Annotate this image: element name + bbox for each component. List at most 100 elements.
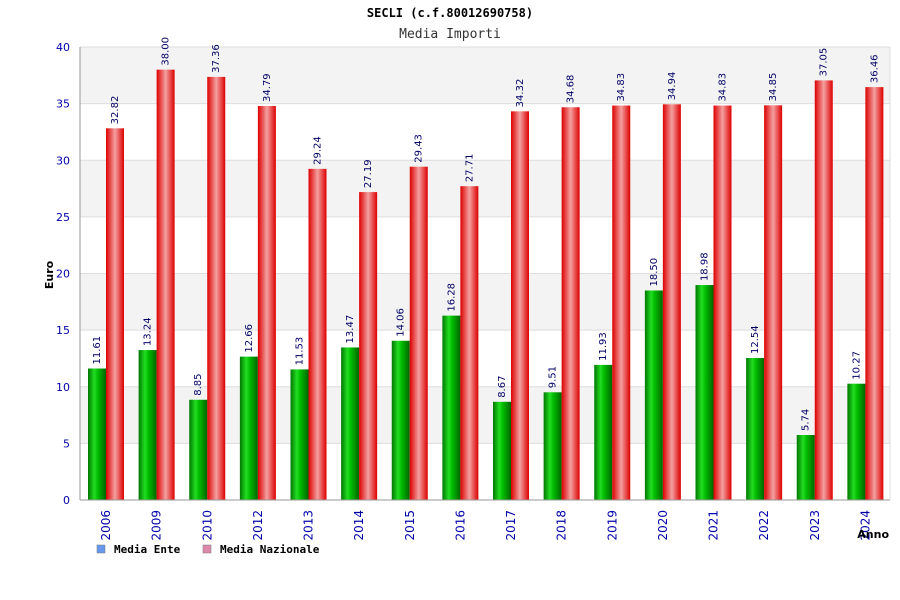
y-tick-label: 15 [56, 324, 70, 337]
bar-media-ente-2022 [746, 357, 765, 500]
x-tick-label: 2017 [504, 510, 518, 541]
y-tick-labels: 0 5 10 15 20 25 30 35 40 [56, 41, 70, 507]
bar-media-nazionale-2009 [156, 69, 175, 501]
value-label: 29.24 [313, 136, 324, 165]
bar-media-nazionale-2023 [814, 80, 833, 500]
x-tick-label: 2013 [302, 510, 316, 541]
value-label: 27.19 [363, 159, 374, 188]
value-label: 18.50 [649, 258, 660, 287]
legend-label: Media Ente [114, 543, 181, 556]
bar-media-ente-2017 [493, 401, 511, 500]
bar-media-nazionale-2006 [106, 128, 124, 500]
x-tick-label: 2024 [858, 510, 872, 541]
legend: Media Ente Media Nazionale [96, 543, 320, 556]
bar-media-ente-2021 [695, 285, 714, 500]
x-tick-label: 2010 [200, 510, 214, 541]
x-tick-label: 2021 [707, 510, 721, 541]
bar-media-ente-2020 [644, 290, 663, 500]
value-label: 11.93 [598, 332, 609, 361]
value-label: 18.98 [700, 252, 711, 281]
x-axis-label: Anno [857, 528, 889, 541]
x-tick-label: 2009 [150, 510, 164, 541]
chart-title: SECLI (c.f.80012690758) [367, 6, 533, 20]
value-label: 12.54 [750, 325, 761, 354]
y-tick-label: 35 [56, 98, 70, 111]
bar-media-nazionale-2019 [612, 105, 631, 501]
value-label: 14.06 [396, 308, 407, 337]
value-label: 34.83 [718, 73, 729, 102]
value-label: 16.28 [446, 283, 457, 312]
bar-media-ente-2016 [442, 315, 461, 500]
value-label: 36.46 [869, 54, 880, 83]
bar-media-ente-2014 [341, 347, 360, 500]
x-tick-label: 2023 [808, 510, 822, 541]
bar-media-nazionale-2012 [257, 106, 276, 501]
value-label: 38.00 [161, 37, 172, 66]
y-tick-label: 0 [63, 494, 70, 507]
y-tick-label: 30 [56, 154, 70, 167]
bar-media-nazionale-2014 [359, 192, 378, 501]
y-tick-label: 20 [56, 268, 70, 281]
value-label: 32.82 [110, 96, 121, 125]
bar-media-nazionale-2015 [409, 166, 428, 500]
chart-subtitle: Media Importi [399, 27, 501, 42]
value-label: 11.53 [295, 337, 306, 366]
legend-label: Media Nazionale [220, 543, 320, 556]
y-tick-label: 5 [63, 437, 70, 450]
x-tick-label: 2014 [352, 510, 366, 541]
x-tick-label: 2020 [656, 510, 670, 541]
value-label: 8.67 [497, 376, 508, 398]
bar-media-ente-2012 [239, 356, 258, 500]
value-label: 10.27 [851, 351, 862, 380]
value-label: 27.71 [464, 154, 475, 183]
bar-media-nazionale-2018 [561, 107, 580, 501]
value-label: 34.85 [768, 73, 779, 102]
bar-media-ente-2023 [796, 434, 815, 500]
value-label: 34.94 [667, 72, 678, 101]
bar-media-ente-2009 [138, 350, 157, 500]
bar-media-ente-2013 [290, 369, 309, 500]
y-tick-label: 10 [56, 381, 70, 394]
bar-media-ente-2018 [543, 392, 562, 500]
bar-media-nazionale-2021 [713, 105, 732, 501]
value-label: 34.79 [262, 73, 273, 102]
bar-media-ente-2006 [88, 368, 106, 500]
y-axis-label: Euro [43, 260, 56, 289]
value-label: 34.83 [616, 73, 627, 102]
legend-swatch [202, 544, 212, 554]
bars [88, 69, 884, 501]
bar-media-nazionale-2024 [865, 87, 884, 500]
x-tick-label: 2019 [605, 510, 619, 541]
value-label: 13.24 [143, 317, 154, 346]
value-label: 8.85 [193, 374, 204, 396]
x-tick-label: 2012 [251, 510, 265, 541]
x-tick-label: 2015 [403, 510, 417, 541]
value-label: 37.05 [819, 48, 830, 77]
value-label: 5.74 [801, 409, 812, 431]
bar-media-nazionale-2017 [511, 111, 529, 501]
value-label: 11.61 [92, 336, 103, 365]
value-label: 12.66 [244, 324, 255, 353]
value-labels: 11.61 32.82 13.24 38.00 8.85 37.36 12.66 34.79 1… [92, 37, 880, 431]
value-label: 29.43 [414, 134, 425, 163]
y-tick-label: 40 [56, 41, 70, 54]
bar-media-nazionale-2016 [460, 186, 479, 500]
bar-media-nazionale-2010 [207, 76, 226, 500]
bar-media-nazionale-2022 [764, 105, 783, 500]
y-tick-label: 25 [56, 211, 70, 224]
x-tick-label: 2022 [757, 510, 771, 541]
value-label: 37.36 [211, 44, 222, 73]
bar-media-nazionale-2020 [662, 104, 681, 500]
bar-media-ente-2024 [847, 383, 866, 500]
value-label: 13.47 [345, 315, 356, 344]
bar-media-ente-2015 [391, 340, 410, 500]
value-label: 34.68 [566, 75, 577, 104]
bar-media-nazionale-2013 [308, 168, 327, 500]
x-tick-label: 2006 [99, 510, 113, 541]
axes [79, 47, 891, 501]
legend-swatch [96, 544, 106, 554]
value-label: 34.32 [515, 79, 526, 108]
bar-media-ente-2010 [189, 399, 208, 500]
x-tick-labels: 2006 2009 2010 2012 2013 2014 2015 2016 2017 2018… [99, 510, 872, 541]
